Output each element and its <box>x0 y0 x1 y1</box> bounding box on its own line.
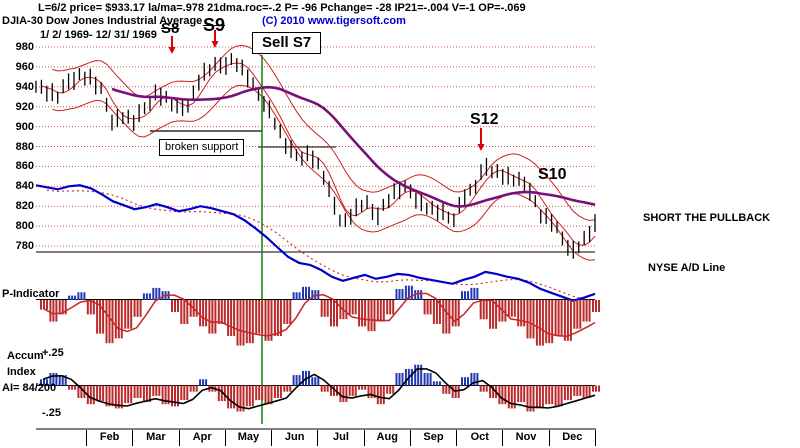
price-tick-980: 980 <box>15 41 34 53</box>
ai-value-label: AI= 84/200 <box>2 382 57 394</box>
month-label-aug: Aug <box>363 430 410 446</box>
p-indicator-label: P-Indicator <box>2 288 60 300</box>
nyse-ad-line-note: NYSE A/D Line <box>648 262 726 274</box>
price-tick-880: 880 <box>15 140 34 153</box>
month-label-nov: Nov <box>502 430 548 446</box>
sell-s7-label: Sell S7 <box>252 32 322 54</box>
index-label: Index <box>7 366 36 378</box>
price-tick-780: 780 <box>15 240 34 252</box>
annotation-s10: S10 <box>538 166 567 183</box>
price-tick-860: 860 <box>15 160 34 173</box>
month-label-may: May <box>224 430 271 446</box>
accum-scale-plus: +.25 <box>42 347 64 359</box>
accum-label: Accum <box>7 350 44 362</box>
month-label-apr: Apr <box>178 430 225 446</box>
symbol-title: DJIA-30 Dow Jones Industrial Average <box>2 15 203 27</box>
month-label-jan <box>36 430 86 446</box>
price-tick-960: 960 <box>15 60 34 73</box>
copyright-text: (C) 2010 www.tigersoft.com <box>262 15 406 27</box>
price-tick-800: 800 <box>15 220 34 233</box>
month-label-jun: Jun <box>271 430 317 446</box>
price-tick-820: 820 <box>15 200 34 213</box>
annotation-s12: S12 <box>470 111 499 128</box>
month-label-sep: Sep <box>409 430 456 446</box>
month-axis: Feb Mar Apr May Jun Jul Aug Sep Oct Nov Dec <box>36 430 596 446</box>
month-label-dec: Dec <box>548 430 596 446</box>
month-label-feb: Feb <box>86 430 132 446</box>
price-tick-920: 920 <box>15 100 34 113</box>
price-tick-840: 840 <box>15 180 34 193</box>
broken-support-label: broken support <box>159 139 245 156</box>
month-label-jul: Jul <box>317 430 363 446</box>
stats-line: L=6/2 price= $933.17 la/ma=.978 21dma.ro… <box>38 2 526 14</box>
price-tick-900: 900 <box>15 120 34 133</box>
month-label-oct: Oct <box>456 430 502 446</box>
annotation-s8: S8 <box>161 20 180 37</box>
short-pullback-note: SHORT THE PULLBACK <box>643 212 771 224</box>
price-tick-940: 940 <box>15 80 34 93</box>
accum-scale-minus: -.25 <box>42 407 61 419</box>
annotation-s9: S9 <box>203 15 226 35</box>
date-range: 1/ 2/ 1969- 12/ 31/ 1969 <box>40 29 157 41</box>
month-label-mar: Mar <box>132 430 178 446</box>
